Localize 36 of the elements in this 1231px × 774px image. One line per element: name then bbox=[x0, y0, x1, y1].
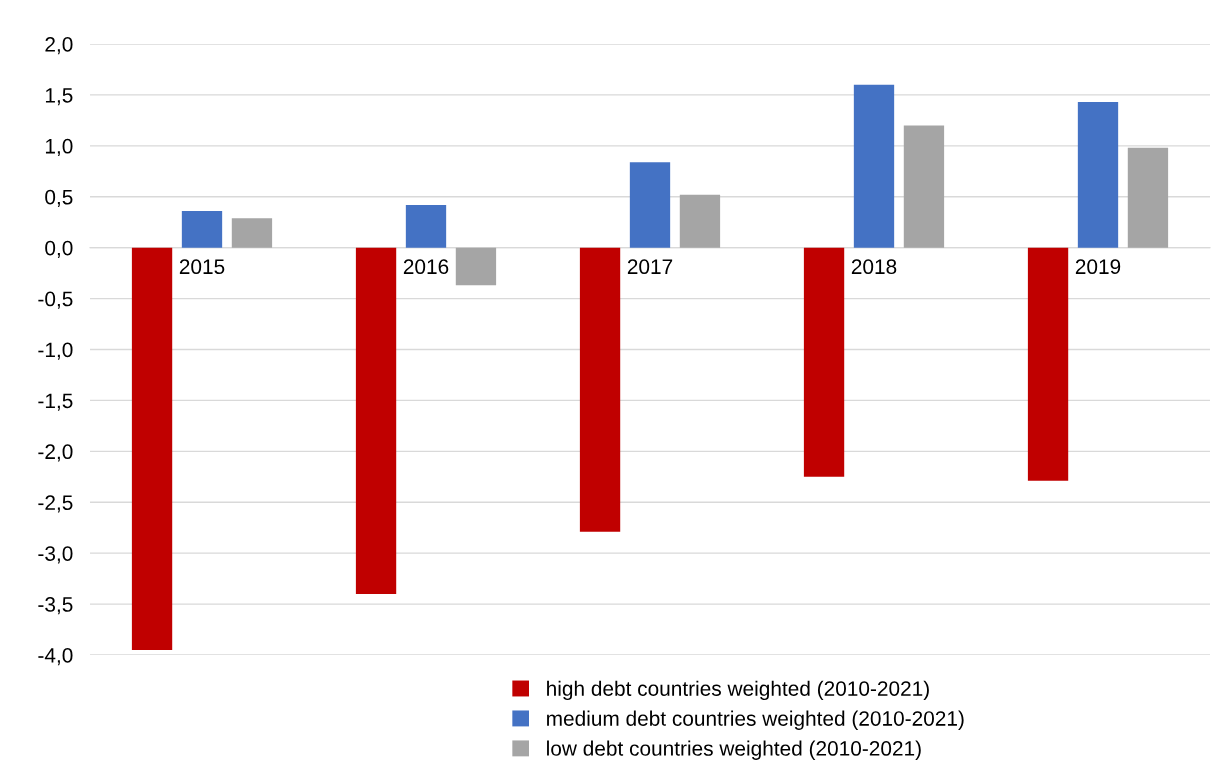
x-tick-label: 2017 bbox=[627, 259, 673, 275]
bar bbox=[131, 247, 173, 650]
bar bbox=[1027, 247, 1069, 481]
y-tick-label: -2,5 bbox=[38, 495, 73, 513]
legend-label: medium debt countries weighted (2010-2021) bbox=[547, 710, 964, 730]
bar bbox=[679, 194, 721, 248]
x-tick-label: 2018 bbox=[851, 259, 897, 275]
legend-label: high debt countries weighted (2010-2021) bbox=[547, 680, 929, 701]
y-tick-label: -2,0 bbox=[38, 444, 73, 462]
bar bbox=[903, 125, 945, 248]
y-tick-label: 1,0 bbox=[45, 138, 73, 157]
bar bbox=[405, 204, 447, 248]
y-tick-label: 0,0 bbox=[45, 240, 73, 258]
bar bbox=[803, 247, 845, 477]
bar bbox=[579, 247, 621, 532]
bar bbox=[629, 162, 671, 248]
bar bbox=[231, 218, 273, 248]
y-tick-label: 0,5 bbox=[45, 189, 73, 207]
bar bbox=[1127, 147, 1169, 248]
x-tick-label: 2019 bbox=[1075, 259, 1121, 275]
bar bbox=[1077, 102, 1119, 248]
legend-label: low debt countries weighted (2010-2021) bbox=[547, 740, 921, 760]
bar bbox=[181, 211, 223, 248]
bar bbox=[455, 247, 497, 286]
bar bbox=[355, 247, 397, 594]
x-tick-label: 2015 bbox=[179, 259, 225, 275]
y-tick-label: 1,5 bbox=[45, 88, 73, 106]
y-tick-label: -3,5 bbox=[38, 597, 73, 615]
y-tick-label: -1,5 bbox=[38, 393, 73, 411]
y-tick-label: -3,0 bbox=[38, 546, 73, 564]
y-tick-label: 2,0 bbox=[45, 37, 73, 55]
y-tick-label: -1,0 bbox=[38, 342, 73, 360]
bar bbox=[853, 84, 895, 248]
y-tick-label: -4,0 bbox=[38, 648, 73, 666]
x-tick-label: 2016 bbox=[403, 259, 449, 275]
y-tick-label: -0,5 bbox=[38, 291, 73, 309]
